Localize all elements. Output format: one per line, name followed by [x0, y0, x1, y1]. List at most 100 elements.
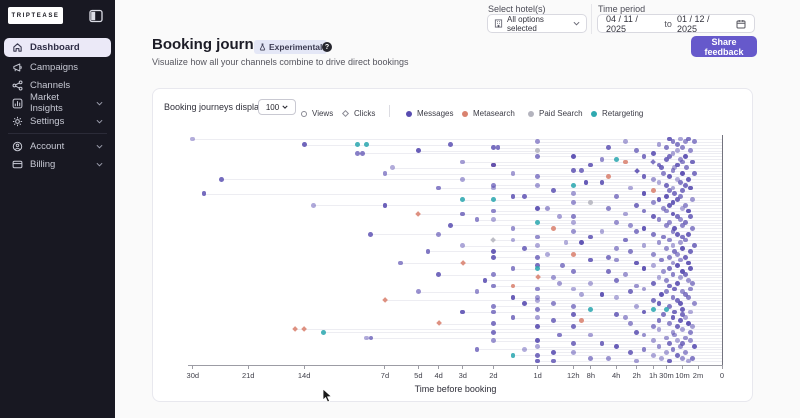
- journey-event-view: [557, 280, 562, 286]
- building-icon: [494, 19, 503, 28]
- displayed-count-select[interactable]: 100: [258, 99, 296, 115]
- journey-event-view: [674, 324, 680, 329]
- hotel-select[interactable]: All options selected: [487, 14, 587, 33]
- journey-line: [295, 329, 722, 331]
- journey-event-view: [634, 329, 640, 335]
- journey-event-view: [664, 194, 669, 200]
- legend-views-label: Views: [312, 109, 334, 118]
- journey-event-view: [522, 246, 527, 251]
- journey-event-view: [650, 324, 656, 329]
- journey-event-view: [510, 283, 516, 289]
- journey-event-view: [622, 237, 628, 243]
- journey-event-view: [535, 306, 541, 312]
- journey-event-view: [550, 300, 556, 306]
- journey-event-view: [474, 217, 480, 223]
- calendar-icon[interactable]: [736, 19, 746, 29]
- retargeting-dot-icon: [591, 110, 597, 117]
- journey-event-view: [415, 289, 421, 295]
- journey-event-view: [613, 246, 619, 251]
- journey-line: [493, 340, 722, 342]
- x-axis-tick: [636, 366, 638, 369]
- date-range-input[interactable]: 04 / 11 / 2025 to 01 / 12 / 2025: [597, 14, 755, 34]
- journey-event-view: [628, 185, 633, 191]
- journey-event-view: [535, 298, 541, 303]
- journey-event-view: [687, 286, 693, 292]
- journey-event-view: [685, 208, 691, 214]
- bar-chart-icon: [12, 98, 23, 109]
- journey-event-view: [599, 341, 605, 347]
- journey-event-view: [661, 205, 667, 211]
- legend-paid-search-label: Paid Search: [539, 109, 583, 118]
- journey-event-view: [557, 214, 562, 220]
- journey-event-view: [491, 303, 496, 309]
- journey-event-view: [535, 263, 541, 269]
- sidebar-item-label: Market Insights: [30, 92, 63, 114]
- sidebar-item-billing[interactable]: Billing: [4, 155, 111, 173]
- journey-event-view: [680, 355, 685, 361]
- journey-line: [590, 358, 722, 360]
- journey-event-view: [656, 240, 662, 246]
- journey-event-view: [650, 200, 656, 205]
- displayed-count-value: 100: [265, 102, 280, 112]
- journey-event-view: [661, 312, 667, 318]
- journey-event-view: [680, 234, 685, 240]
- journey-event-view: [570, 349, 576, 355]
- journey-event-view: [535, 205, 541, 211]
- journey-line: [581, 294, 722, 296]
- journey-event-view: [570, 324, 576, 329]
- journey-line: [537, 156, 722, 158]
- journey-event-view: [664, 349, 669, 355]
- journey-event-view: [672, 249, 677, 254]
- journey-event-view: [510, 352, 516, 358]
- journey-event-view: [677, 300, 683, 306]
- journey-event-view: [641, 191, 647, 197]
- sidebar-item-channels[interactable]: Channels: [4, 76, 111, 94]
- journey-event-view: [667, 254, 672, 260]
- journey-event-view: [613, 220, 619, 225]
- journey-event-view: [641, 309, 647, 315]
- journey-event-view: [680, 341, 685, 347]
- journey-line: [524, 248, 722, 250]
- channels-icon: [12, 80, 23, 91]
- journey-event-view: [588, 200, 594, 205]
- journey-event-view: [677, 257, 683, 263]
- journey-event-view: [650, 188, 656, 194]
- x-axis-tick: [462, 366, 464, 369]
- journey-line: [370, 234, 722, 236]
- journey-event-view: [425, 249, 431, 254]
- journey-event-view: [680, 306, 685, 312]
- legend-views: Views: [301, 109, 333, 118]
- journey-event-view: [672, 332, 677, 338]
- journey-event-view: [491, 309, 496, 315]
- chevron-down-icon: [573, 21, 580, 26]
- journey-line: [559, 335, 722, 337]
- x-axis-tick-label: 2m: [692, 371, 704, 380]
- journey-event-view: [510, 295, 516, 300]
- journey-event-view: [664, 306, 669, 312]
- journey-event-view: [682, 315, 688, 321]
- journey-event-view: [677, 156, 683, 162]
- sidebar-item-dashboard[interactable]: Dashboard: [4, 38, 111, 57]
- journey-event-view: [674, 251, 680, 257]
- sidebar-item-campaigns[interactable]: Campaigns: [4, 58, 111, 76]
- journey-event-view: [677, 194, 683, 200]
- journey-event-view: [650, 338, 656, 344]
- journey-event-view: [570, 182, 576, 188]
- journey-line: [512, 268, 722, 270]
- journey-event-view: [641, 286, 647, 292]
- sidebar-item-label: Settings: [30, 115, 65, 127]
- x-axis-tick-label: 1h: [648, 371, 658, 380]
- info-icon[interactable]: ?: [322, 42, 332, 52]
- sidebar-item-market-insights[interactable]: Market Insights: [4, 92, 111, 114]
- sidebar-collapse-icon[interactable]: [89, 9, 103, 23]
- sidebar-item-account[interactable]: Account: [4, 137, 111, 155]
- triptease-logo[interactable]: TRIPTEASE: [8, 7, 63, 24]
- journey-event-view: [570, 191, 576, 197]
- x-axis-title: Time before booking: [414, 384, 497, 394]
- sidebar-item-settings[interactable]: Settings: [4, 112, 111, 130]
- share-feedback-button[interactable]: Share feedback: [691, 36, 757, 57]
- journey-event-view: [622, 159, 628, 165]
- view-marker-icon: [301, 110, 307, 117]
- journey-event-view: [491, 185, 496, 191]
